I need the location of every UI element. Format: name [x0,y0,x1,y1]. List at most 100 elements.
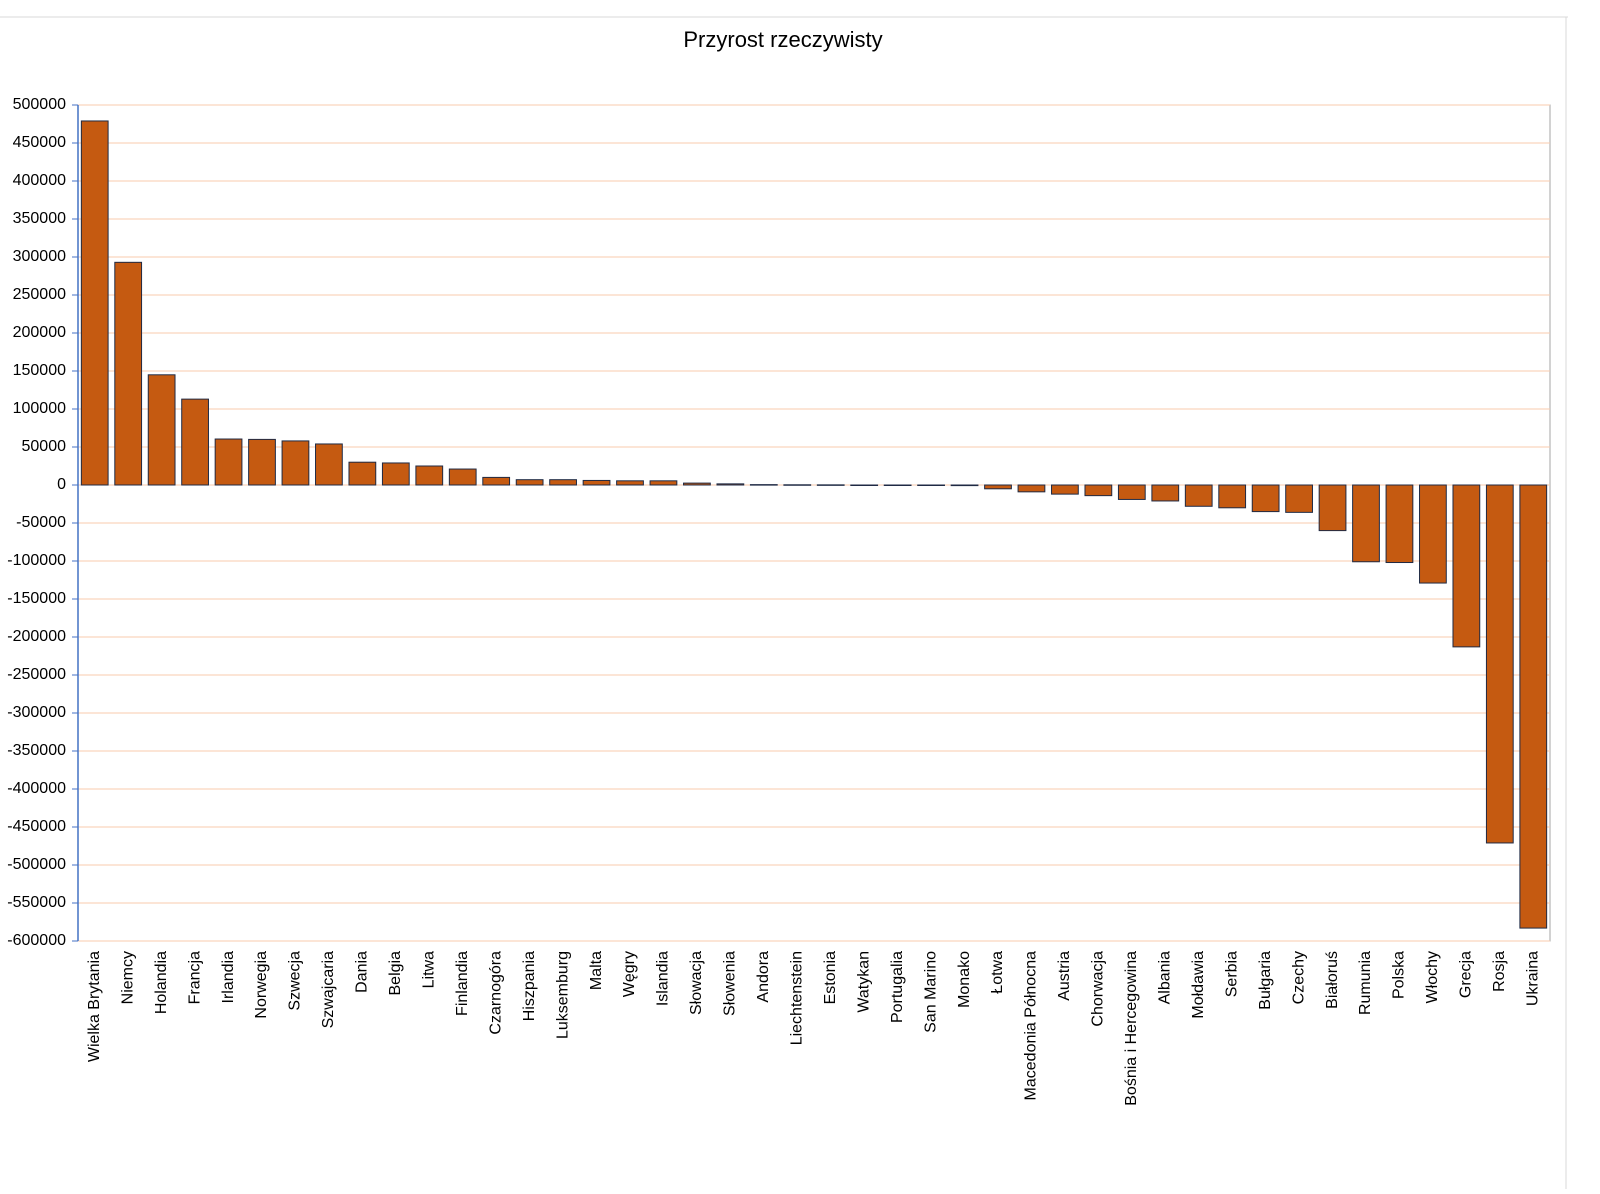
x-tick-label: Islandia [655,951,672,1006]
y-tick-label: -450000 [7,818,66,835]
bar [1485,484,1514,844]
bar [783,484,812,486]
bar [214,438,243,486]
y-tick-label: -600000 [7,932,66,949]
bar [883,484,912,486]
x-tick-label: Macedonia Północna [1023,951,1040,1101]
bar [248,438,276,486]
bar [1218,484,1247,509]
x-tick-label: Czechy [1290,951,1307,1004]
y-tick-label: 400000 [13,172,66,189]
y-tick-label: -150000 [7,590,66,607]
bar [415,465,444,486]
x-tick-label: Rosja [1491,951,1508,992]
x-tick-label: Szwajcaria [320,951,337,1028]
y-tick-label: 200000 [13,324,66,341]
x-tick-label: Chorwacja [1090,951,1107,1027]
bar [482,476,511,486]
x-tick-label: Szwecja [287,951,304,1011]
x-tick-label: Albania [1156,951,1173,1004]
bar [1452,484,1481,648]
y-tick-label: 50000 [22,438,67,455]
x-tick-label: Litwa [420,951,437,988]
bar [80,120,109,486]
x-tick-label: Holandia [153,951,170,1014]
y-tick-label: 0 [57,476,66,493]
y-tick-label: -500000 [7,856,66,873]
x-tick-label: Francja [186,951,203,1004]
y-tick-label: 250000 [13,286,66,303]
x-tick-label: Grecja [1458,951,1475,998]
y-tick-label: -300000 [7,704,66,721]
chart-title: Przyrost rzeczywisty [683,27,882,52]
x-tick-label: Luksemburg [554,951,571,1039]
x-tick-label: Niemcy [119,951,136,1004]
y-tick-label: -50000 [16,514,66,531]
y-tick-label: 450000 [13,134,66,151]
y-tick-label: 500000 [13,96,66,113]
bar [1352,484,1380,563]
y-tick-label: 300000 [13,248,66,265]
x-tick-label: Słowenia [722,951,739,1016]
x-tick-label: San Marino [922,951,939,1033]
bar [114,261,143,486]
x-tick-label: Andora [755,951,772,1003]
x-tick-label: Irlandia [220,951,237,1004]
x-tick-label: Austria [1056,951,1073,1001]
bar [1084,484,1113,497]
bar [281,440,310,486]
bar [348,461,377,486]
x-tick-label: Ukraina [1524,951,1541,1006]
x-tick-label: Liechtenstein [788,951,805,1045]
x-tick-label: Hiszpania [521,951,538,1021]
bar [649,480,678,486]
bar [147,374,176,486]
x-tick-label: Malta [588,951,605,990]
x-tick-label: Polska [1391,951,1408,999]
x-tick-label: Rumunia [1357,951,1374,1015]
bar [582,479,611,486]
y-tick-label: -250000 [7,666,66,683]
bar [1117,484,1146,500]
x-tick-label: Czarnogóra [487,951,504,1035]
bar [381,462,410,486]
y-tick-label: -350000 [7,742,66,759]
bar [1318,484,1347,532]
x-tick-label: Mołdawia [1190,951,1207,1019]
bar [1285,484,1313,513]
bar [917,484,945,486]
x-tick-label: Watykan [855,951,872,1013]
x-tick-label: Dania [354,951,371,993]
bar [1519,484,1548,929]
x-tick-label: Włochy [1424,951,1441,1003]
x-tick-label: Łotwa [989,951,1006,994]
y-tick-label: -200000 [7,628,66,645]
x-tick-label: Bułgaria [1257,951,1274,1010]
y-tick-label: 100000 [13,400,66,417]
y-tick-label: 150000 [13,362,66,379]
bar [683,482,711,486]
x-tick-label: Węgry [621,951,638,997]
bar [1184,484,1213,507]
bar [716,483,745,486]
x-tick-label: Finlandia [454,951,471,1016]
y-tick-label: -100000 [7,552,66,569]
bar [749,484,778,486]
x-tick-label: Estonia [822,951,839,1004]
bar [315,443,343,486]
y-tick-label: -550000 [7,894,66,911]
bar [448,468,477,486]
bar [816,484,845,486]
y-tick-label: 350000 [13,210,66,227]
x-tick-label: Białoruś [1324,951,1341,1009]
bar [1251,484,1280,513]
x-tick-label: Monako [956,951,973,1008]
bar [1385,484,1414,564]
x-tick-label: Portugalia [889,951,906,1023]
bar [549,479,577,486]
x-tick-label: Belgia [387,951,404,996]
bar [616,480,644,486]
